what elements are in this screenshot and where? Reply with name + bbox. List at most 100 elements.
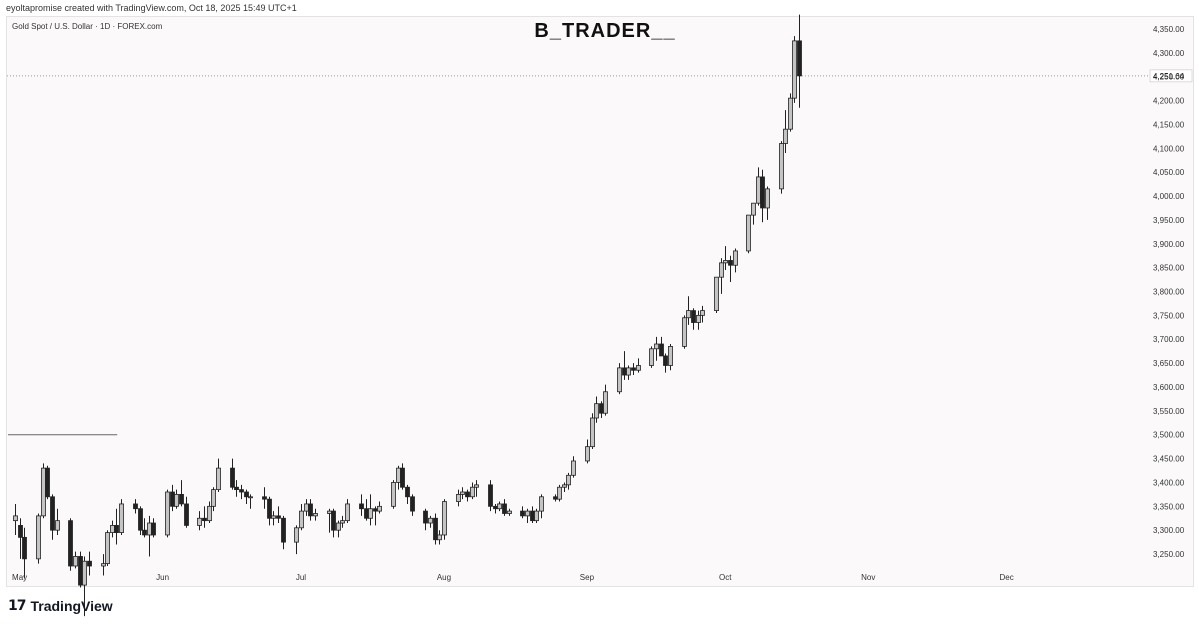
candle	[73, 551, 78, 569]
candle	[202, 506, 207, 528]
candle-body	[368, 508, 373, 519]
candle-body	[244, 491, 249, 498]
candle	[557, 484, 562, 502]
candle-body	[659, 343, 664, 357]
candle	[733, 248, 738, 273]
candle	[119, 499, 124, 535]
candle-body	[714, 276, 719, 311]
candle-body	[336, 522, 341, 531]
candle-body	[41, 467, 46, 517]
candle	[244, 489, 249, 504]
candle	[700, 305, 705, 323]
symbol-label: Gold Spot / U.S. Dollar · 1D · FOREX.com	[12, 22, 163, 31]
candle	[142, 518, 147, 538]
y-tick-label: 3,550.00	[1153, 407, 1185, 416]
candle-body	[105, 532, 110, 565]
y-tick-label: 3,400.00	[1153, 478, 1185, 487]
candle	[659, 336, 664, 357]
candle-body	[55, 520, 60, 531]
candle-body	[594, 403, 599, 419]
candle	[534, 508, 539, 524]
candle-body	[87, 560, 92, 567]
candle-body	[603, 391, 608, 414]
y-tick-label: 3,750.00	[1153, 311, 1185, 320]
y-tick-label: 4,250.00	[1153, 73, 1185, 82]
candle-body	[119, 503, 124, 533]
candle	[539, 494, 544, 519]
candle-body	[45, 467, 50, 498]
candle-body	[248, 496, 253, 499]
candle-body	[682, 317, 687, 347]
candle-body	[779, 143, 784, 190]
candle-body	[663, 355, 668, 366]
candle-body	[525, 510, 530, 517]
candle-body	[207, 505, 212, 522]
candle	[239, 484, 244, 500]
candle-body	[566, 474, 571, 486]
candle	[22, 527, 27, 578]
candle-body	[765, 188, 770, 209]
candle	[460, 487, 465, 500]
candle	[82, 556, 87, 617]
candle	[562, 482, 567, 493]
candle	[566, 472, 571, 490]
candle	[428, 515, 433, 528]
candle-body	[304, 503, 309, 512]
candle	[520, 506, 525, 519]
candle-body	[668, 345, 673, 366]
candles-layer	[13, 14, 802, 617]
y-tick-label: 3,950.00	[1153, 216, 1185, 225]
candle	[405, 484, 410, 504]
candle	[663, 353, 668, 373]
candle	[50, 494, 55, 540]
candle-body	[460, 491, 465, 495]
candle	[184, 496, 189, 528]
candle	[442, 499, 447, 540]
candle	[728, 255, 733, 282]
time-axis: May Jun Jul Aug Sep Oct Nov Dec	[12, 573, 1014, 582]
candle-body	[262, 496, 267, 500]
candle	[507, 508, 512, 516]
candle	[174, 489, 179, 509]
candle	[497, 501, 502, 512]
candle	[133, 499, 138, 514]
candle-body	[50, 496, 55, 531]
candle-body	[562, 484, 567, 488]
y-tick-label: 4,300.00	[1153, 49, 1185, 58]
tradingview-logo[interactable]: 17 TradingView	[8, 598, 113, 614]
y-tick-label: 3,650.00	[1153, 359, 1185, 368]
chart-pane[interactable]	[6, 16, 1194, 587]
candle	[696, 310, 701, 330]
candle	[18, 518, 23, 559]
candle	[147, 515, 152, 557]
candle	[340, 515, 345, 528]
candle	[78, 551, 83, 588]
candle	[271, 511, 276, 526]
candle-body	[433, 517, 438, 541]
candle	[41, 463, 46, 519]
candle-body	[18, 525, 23, 538]
x-tick-label: Sep	[580, 573, 595, 582]
candle-body	[756, 176, 761, 204]
candle	[151, 518, 156, 538]
candle-body	[78, 556, 83, 586]
candle	[267, 496, 272, 526]
candle	[751, 202, 756, 225]
candle-body	[649, 348, 654, 366]
candle-body	[465, 491, 470, 498]
y-tick-label: 3,700.00	[1153, 335, 1185, 344]
candle	[87, 551, 92, 576]
watermark-title: B_TRADER__	[534, 20, 676, 42]
candle	[331, 508, 336, 538]
candle	[410, 494, 415, 516]
candle-body	[230, 467, 235, 488]
candle-body	[728, 260, 733, 266]
candle	[756, 167, 761, 206]
candle	[377, 501, 382, 514]
candle-body	[313, 513, 318, 517]
candle	[197, 511, 202, 531]
candle	[626, 365, 631, 380]
candle	[364, 499, 369, 521]
candle-body	[101, 563, 106, 567]
